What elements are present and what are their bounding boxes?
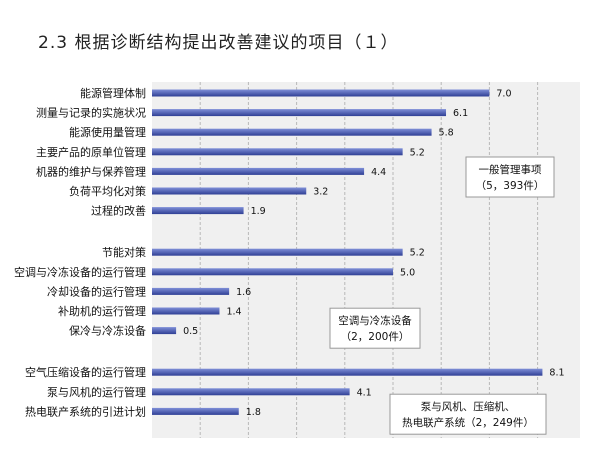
bar: [152, 128, 432, 136]
group-annotation-text: 空调与冷冻设备: [338, 314, 412, 327]
bars: [152, 89, 543, 415]
value-label: 5.2: [410, 248, 425, 259]
bar: [152, 388, 350, 396]
group-annotation-text: 热电联产系统（2，249件）: [402, 416, 534, 429]
category-label: 过程的改善: [91, 204, 146, 218]
bar: [152, 407, 239, 415]
bar: [152, 368, 543, 376]
bar: [152, 148, 403, 156]
category-label: 空气压缩设备的运行管理: [25, 365, 146, 379]
bar: [152, 167, 365, 175]
group-annotation-box: [465, 156, 555, 198]
value-label: 4.4: [371, 167, 386, 178]
labels: 能源管理体制 7.0 测量与记录的实施状况 6.1 能源使用量管理 5.8 主要产品的原单位…: [14, 86, 565, 435]
category-label: 能源使用量管理: [69, 125, 146, 139]
value-label: 1.4: [226, 307, 241, 318]
bar: [152, 307, 220, 315]
bar: [152, 268, 393, 276]
bar: [152, 109, 447, 117]
category-label: 空调与冷冻设备的运行管理: [14, 265, 146, 279]
bar: [152, 248, 403, 256]
group-annotation-text: 一般管理事项: [479, 163, 542, 176]
value-label: 1.6: [236, 287, 251, 298]
category-label: 热电联产系统的引进计划: [25, 404, 146, 418]
category-label: 泵与风机的运行管理: [47, 385, 146, 399]
value-label: 1.9: [251, 206, 266, 217]
page-title: 2.3 根据诊断结构提出改善建议的项目（１）: [38, 33, 399, 53]
value-label: 5.0: [400, 267, 415, 278]
category-label: 节能对策: [102, 245, 146, 259]
value-label: 3.2: [313, 187, 328, 198]
group-annotation-box: [389, 393, 547, 435]
category-label: 主要产品的原单位管理: [36, 145, 146, 159]
bar: [152, 89, 490, 97]
value-label: 4.1: [357, 387, 372, 398]
plot-background: [152, 82, 580, 438]
value-label: 6.1: [453, 108, 468, 119]
value-label: 8.1: [549, 368, 564, 379]
value-label: 7.0: [496, 89, 511, 100]
category-label: 机器的维护与保养管理: [36, 164, 146, 178]
bar: [152, 327, 177, 335]
category-label: 冷却设备的运行管理: [47, 284, 146, 298]
bar: [152, 187, 307, 195]
group-annotation-text: 泵与风机、压缩机、: [421, 400, 516, 413]
group-annotation-box: [329, 307, 421, 349]
bar: [152, 287, 230, 295]
bar: [152, 207, 244, 215]
value-label: 1.8: [246, 407, 261, 418]
category-label: 能源管理体制: [80, 86, 146, 100]
group-annotation-text: （2，200件）: [341, 331, 410, 343]
gridlines: [199, 82, 539, 438]
value-label: 0.5: [183, 326, 198, 337]
group-annotation-text: （5，393件）: [476, 180, 545, 192]
value-label: 5.2: [410, 147, 425, 158]
category-label: 保冷与冷冻设备: [69, 324, 146, 338]
category-label: 测量与记录的实施状况: [36, 106, 146, 120]
category-label: 负荷平均化对策: [69, 184, 146, 198]
category-label: 补助机的运行管理: [58, 304, 146, 318]
value-label: 5.8: [439, 128, 454, 139]
